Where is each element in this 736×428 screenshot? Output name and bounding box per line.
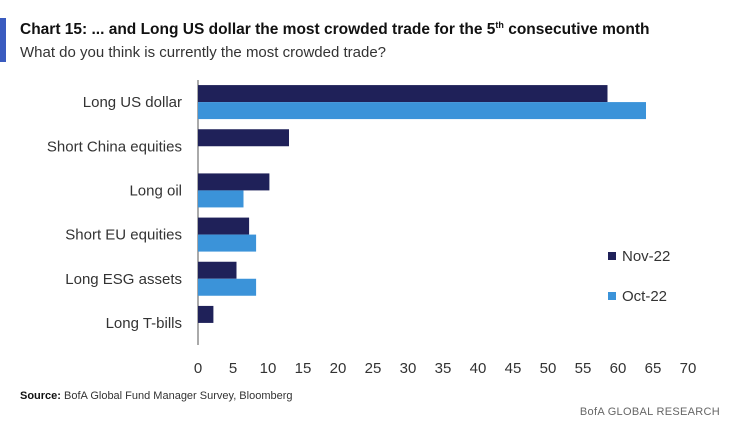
source-text: BofA Global Fund Manager Survey, Bloombe… — [60, 390, 293, 402]
legend-swatch-nov-22 — [608, 252, 616, 260]
bar-nov-22 — [198, 305, 214, 323]
chart-title-superscript: th — [495, 20, 504, 30]
brand-label: BofA GLOBAL RESEARCH — [579, 406, 720, 418]
x-tick-label: 15 — [295, 360, 312, 377]
legend-swatch-oct-22 — [608, 292, 616, 300]
x-tick-label: 20 — [330, 360, 347, 377]
x-tick-label: 5 — [229, 360, 237, 377]
x-tick-label: 0 — [194, 360, 202, 377]
source-note: Source: BofA Global Fund Manager Survey,… — [20, 390, 293, 402]
category-label: Long ESG assets — [65, 271, 182, 288]
bar-nov-22 — [198, 129, 289, 147]
x-tick-label: 45 — [505, 360, 522, 377]
bar-nov-22 — [198, 261, 237, 279]
category-label: Long oil — [129, 182, 182, 199]
bar-oct-22 — [198, 234, 257, 252]
category-label: Long T-bills — [106, 315, 182, 332]
bar-oct-22 — [198, 102, 646, 120]
bar-nov-22 — [198, 173, 270, 191]
chart-title-end: consecutive month — [503, 21, 650, 39]
x-tick-label: 70 — [680, 360, 697, 377]
source-label: Source: — [20, 390, 61, 402]
x-tick-label: 40 — [470, 360, 487, 377]
bar-oct-22 — [198, 278, 257, 296]
x-tick-label: 35 — [435, 360, 452, 377]
chart-title: Chart 15: ... and Long US dollar the mos… — [20, 20, 649, 39]
category-label: Short EU equities — [65, 227, 182, 244]
title-accent-bar — [0, 18, 6, 62]
bar-nov-22 — [198, 85, 608, 103]
x-tick-label: 55 — [575, 360, 592, 377]
legend-label-nov-22: Nov-22 — [622, 248, 670, 265]
x-tick-label: 25 — [365, 360, 382, 377]
bar-oct-22 — [198, 190, 244, 208]
x-tick-label: 60 — [610, 360, 627, 377]
legend-label-oct-22: Oct-22 — [622, 288, 667, 305]
x-tick-label: 50 — [540, 360, 557, 377]
x-tick-label: 65 — [645, 360, 662, 377]
chart-title-main: Chart 15: ... and Long US dollar the mos… — [20, 21, 496, 39]
bar-nov-22 — [198, 217, 250, 235]
chart-subtitle: What do you think is currently the most … — [20, 44, 387, 61]
category-label: Short China equities — [47, 138, 182, 155]
x-tick-label: 30 — [400, 360, 417, 377]
x-tick-label: 10 — [260, 360, 277, 377]
category-label: Long US dollar — [83, 94, 182, 111]
